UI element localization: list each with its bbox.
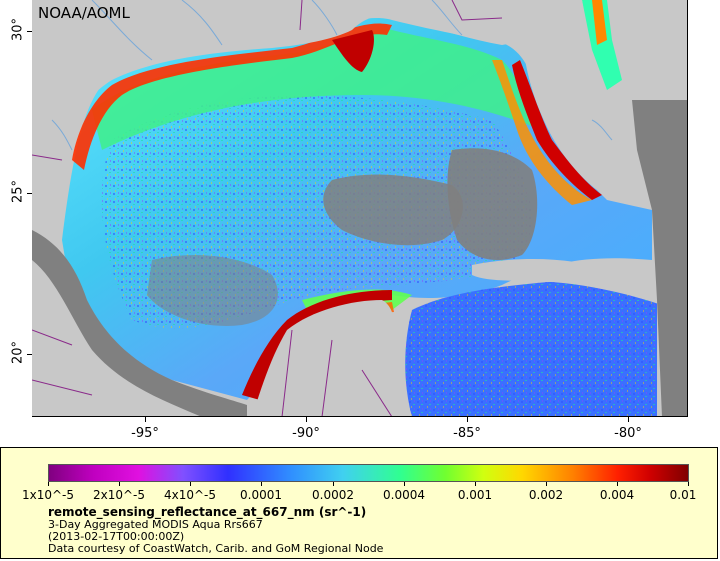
lat-label-20: 20° [10, 340, 26, 365]
atlantic-coast-red [592, 0, 607, 45]
colorbar-label: 2x10^-5 [92, 488, 146, 502]
political-borders [32, 0, 503, 416]
colorbar-tick [546, 482, 547, 486]
lon-tick-90 [306, 417, 307, 422]
lon-tick-80 [628, 417, 629, 422]
dataset-time: (2013-02-17T00:00:00Z) [48, 530, 185, 543]
colorbar-label: 0.002 [528, 488, 564, 502]
legend-panel: 1x10^-5 2x10^-5 4x10^-5 0.0001 0.0002 0.… [0, 447, 718, 559]
colorbar-label: 0.004 [599, 488, 635, 502]
colorbar-tick [688, 482, 689, 486]
florida-west-coast-red [512, 60, 602, 200]
cuba-land [472, 258, 672, 305]
cloud-mask-east [447, 148, 538, 260]
map-credit: NOAA/AOML [38, 4, 130, 22]
dataset-title: 3-Day Aggregated MODIS Aqua Rrs667 [48, 518, 263, 531]
mississippi-delta-red [332, 30, 374, 72]
colorbar-label: 0.0004 [383, 488, 425, 502]
colorbar-tick [475, 482, 476, 486]
lon-label-80: -80° [614, 426, 642, 441]
variable-name: remote_sensing_reflectance_at_667_nm (sr… [48, 505, 367, 519]
lat-tick-25 [27, 193, 32, 194]
colorbar-label: 4x10^-5 [163, 488, 217, 502]
colorbar-tick [119, 482, 120, 486]
lat-tick-20 [27, 354, 32, 355]
yucatan-land [252, 300, 394, 416]
lat-tick-30 [27, 31, 32, 32]
lon-label-85: -85° [453, 426, 481, 441]
atlantic-coast-strip [582, 0, 622, 90]
us-gulf-land [32, 0, 587, 160]
colorbar-label: 0.001 [457, 488, 493, 502]
caribbean-noise [405, 280, 657, 416]
lat-label-30: 30° [10, 17, 26, 42]
colorbar-label: 1x10^-5 [21, 488, 75, 502]
colorbar [48, 464, 689, 482]
florida-peninsula-land [522, 35, 628, 196]
lon-tick-95 [145, 417, 146, 422]
colorbar-tick [617, 482, 618, 486]
florida-shelf-orange [492, 60, 592, 205]
colorbar-label: 0.0001 [240, 488, 282, 502]
lon-tick-85 [467, 417, 468, 422]
colorbar-tick [404, 482, 405, 486]
lon-label-90: -90° [292, 426, 320, 441]
colorbar-tick [48, 482, 49, 486]
mexico-land-light [32, 260, 200, 416]
rivers [51, 0, 613, 151]
colorbar-label: 0.01 [669, 488, 697, 502]
colorbar-tick [261, 482, 262, 486]
colorbar-tick [333, 482, 334, 486]
colorbar-tick [190, 482, 191, 486]
lon-label-95: -95° [131, 426, 159, 441]
map-canvas [32, 0, 687, 416]
northern-shelf-green [92, 29, 542, 151]
dataset-credit: Data courtesy of CoastWatch, Carib. and … [48, 542, 384, 555]
bahamas-land-dark [632, 100, 687, 416]
cloud-mask-central [323, 174, 463, 246]
map-area[interactable]: NOAA/AOML [32, 0, 688, 417]
colorbar-label: 0.0002 [312, 488, 354, 502]
cloud-mask-southwest [147, 255, 278, 326]
lat-label-25: 25° [10, 179, 26, 204]
